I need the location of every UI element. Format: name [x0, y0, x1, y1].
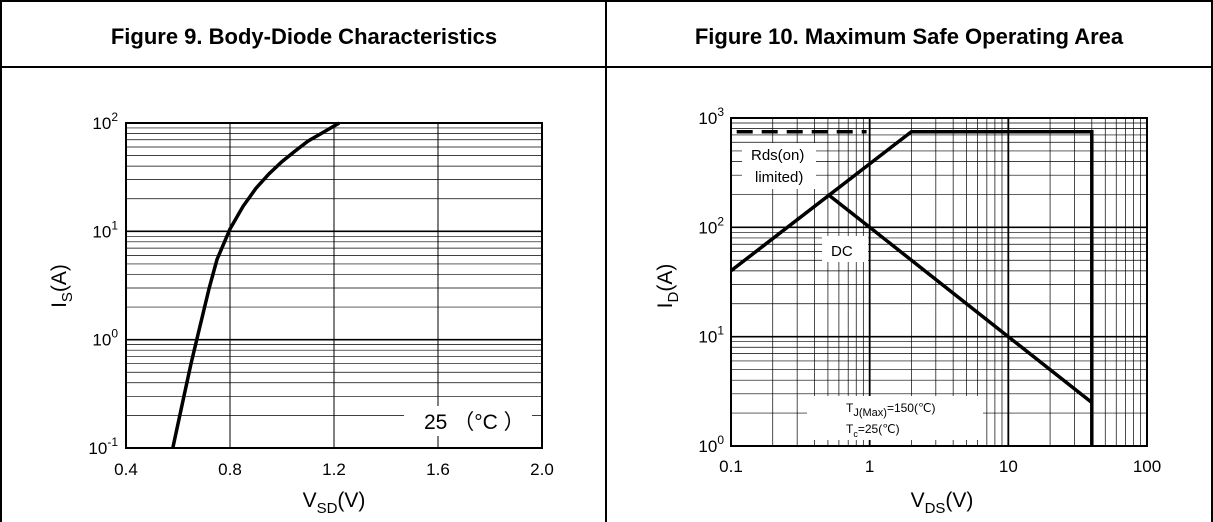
figure10-y-tick-label: 103	[698, 105, 724, 128]
figure9-plot-frame	[125, 122, 543, 449]
figure10-dc-label: DC	[831, 243, 853, 260]
figure10-xlabel: VDS(V)	[911, 489, 974, 517]
figure10-x-tick-label: 100	[1133, 457, 1161, 476]
figure9-xlabel: VSD(V)	[303, 489, 366, 517]
figure9-annotation-box	[404, 406, 532, 436]
figure9-annotation: 25 （°C ）	[424, 411, 525, 434]
figure9-y-tick-label: 101	[92, 218, 118, 241]
figure10-y-tick-label: 100	[698, 433, 724, 456]
figure10-tc-label: Tc=25(℃)	[846, 422, 900, 439]
figure10-dc-label-box	[822, 236, 868, 262]
figure10-soa-boundary-line	[729, 129, 1094, 446]
figure9-y-tick-label: 10-1	[88, 435, 118, 458]
figure9-ylabel: IS(A)	[48, 264, 76, 308]
figure9-chart: 0.4 0.8 1.2 1.6 2.0 10-1 100 101 102 25 （°C ） V…	[48, 110, 554, 517]
figure10-plot-frame	[730, 117, 1148, 447]
figure10-dc-line	[826, 193, 1093, 404]
figure10-y-ticks: 100 101 102 103	[698, 105, 724, 456]
figure10-x-tick-label: 0.1	[719, 457, 743, 476]
figure10-x-ticks: 0.1 1 10 100	[719, 457, 1161, 476]
figure9-y-tick-label: 102	[92, 110, 118, 133]
figure10-y-tick-label: 101	[698, 324, 724, 347]
figure9-x-tick-label: 2.0	[530, 460, 554, 479]
figure10-rds-label-line1: Rds(on)	[751, 147, 804, 164]
figure9-x-tick-label: 1.2	[322, 460, 346, 479]
figure10-rds-label-box	[742, 143, 816, 189]
figure10-y-tick-label: 102	[698, 214, 724, 237]
figure9-x-tick-label: 0.4	[114, 460, 138, 479]
figure9-title: Figure 9. Body-Diode Characteristics	[111, 24, 497, 49]
figure9-x-tick-label: 0.8	[218, 460, 242, 479]
figure10-tj-label: TJ(Max)=150(℃)	[846, 401, 935, 419]
figure9-x-tick-label: 1.6	[426, 460, 450, 479]
figure10-rds-label-line2: limited)	[755, 169, 803, 186]
figure10-x-tick-label: 1	[865, 457, 874, 476]
figure10-ylabel: ID(A)	[654, 264, 682, 309]
figure10-conditions-box	[807, 396, 983, 440]
figure9-grid	[125, 123, 543, 449]
figure9-series-line	[171, 121, 341, 449]
figure10-series	[729, 129, 1094, 446]
figure9-y-tick-label: 100	[92, 327, 118, 350]
figure10-title: Figure 10. Maximum Safe Operating Area	[695, 24, 1124, 49]
figure9-y-ticks: 10-1 100 101 102	[88, 110, 118, 458]
figure10-x-tick-label: 10	[999, 457, 1018, 476]
figure9-x-ticks: 0.4 0.8 1.2 1.6 2.0	[114, 460, 554, 479]
